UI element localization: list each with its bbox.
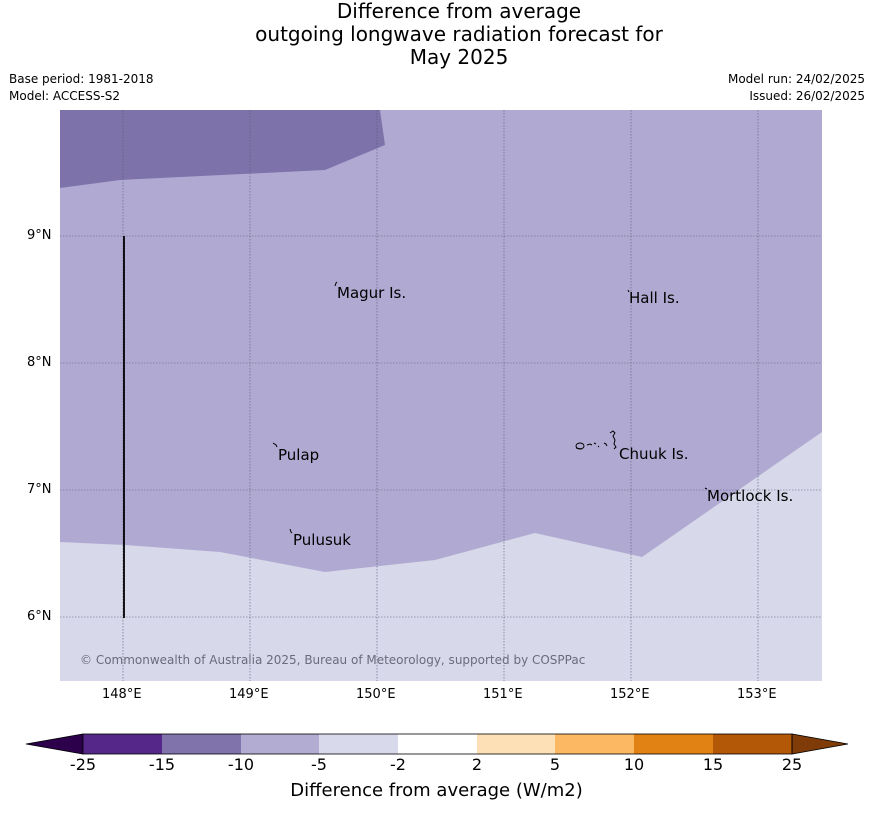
meta-right: Model run: 24/02/2025 Issued: 26/02/2025: [728, 71, 865, 105]
colorbar-tick-label: -25: [69, 755, 97, 774]
colorbar-title: Difference from average (W/m2): [290, 780, 583, 801]
lon-label-152e: 152°E: [610, 687, 650, 702]
issued-date: Issued: 26/02/2025: [749, 89, 865, 103]
map-panel[interactable]: [60, 110, 822, 681]
lat-label-6n: 6°N: [27, 609, 52, 624]
colorbar-tick-label: 5: [549, 755, 561, 774]
lat-label-8n: 8°N: [27, 355, 52, 370]
lon-label-151e: 151°E: [483, 687, 523, 702]
island-outlines: [272, 281, 708, 534]
colorbar-bin-2: [162, 734, 241, 754]
colorbar-bin-8: [634, 734, 713, 754]
lat-label-9n: 9°N: [27, 228, 52, 243]
colorbar-frame: [82, 733, 793, 755]
place-label-pulap: Pulap: [278, 446, 320, 464]
colorbar-bin-5: [398, 734, 477, 754]
lon-label-153e: 153°E: [737, 687, 777, 702]
anomaly-region-minus10: [60, 110, 822, 572]
colorbar: [25, 733, 849, 755]
colorbar-extend-low: [25, 733, 84, 755]
colorbar-extend-high: [791, 733, 849, 755]
title-line-1: Difference from average: [336, 0, 582, 23]
place-label-pulusuk: Pulusuk: [293, 531, 351, 549]
lon-label-150e: 150°E: [356, 687, 396, 702]
anomaly-region-minus15: [60, 110, 385, 188]
colorbar-bin-7: [555, 734, 634, 754]
place-label-hall: Hall Is.: [629, 289, 680, 307]
colorbar-tick-label: -10: [227, 755, 255, 774]
base-period: Base period: 1981-2018: [9, 72, 154, 86]
lon-label-149e: 149°E: [229, 687, 269, 702]
lon-label-148e: 148°E: [102, 687, 142, 702]
colorbar-tick-label: 25: [781, 755, 803, 774]
colorbar-bin-4: [319, 734, 398, 754]
colorbar-bin-9: [713, 734, 792, 754]
place-label-chuuk: Chuuk Is.: [619, 445, 689, 463]
copyright-notice: © Commonwealth of Australia 2025, Bureau…: [80, 653, 586, 667]
meta-left: Base period: 1981-2018 Model: ACCESS-S2: [9, 71, 154, 105]
lat-label-7n: 7°N: [27, 482, 52, 497]
title-line-2: outgoing longwave radiation forecast for: [255, 22, 663, 46]
colorbar-tick-label: -2: [390, 755, 406, 774]
colorbar-tick-label: -5: [311, 755, 327, 774]
model-run: Model run: 24/02/2025: [727, 72, 865, 86]
place-label-magur: Magur Is.: [337, 284, 407, 302]
chart-title: Difference from average outgoing longwav…: [0, 0, 873, 69]
colorbar-tick-label: 15: [702, 755, 724, 774]
colorbar-tick-label: 10: [623, 755, 645, 774]
colorbar-bin-6: [477, 734, 555, 754]
colorbar-tick-label: 2: [471, 755, 483, 774]
graticule: [60, 110, 822, 681]
colorbar-bin-3: [241, 734, 319, 754]
colorbar-bin-1: [83, 734, 162, 754]
colorbar-tick-label: -15: [148, 755, 176, 774]
place-label-mortlock: Mortlock Is.: [707, 487, 794, 505]
model-name: Model: ACCESS-S2: [9, 89, 121, 103]
title-line-3: May 2025: [409, 45, 509, 69]
